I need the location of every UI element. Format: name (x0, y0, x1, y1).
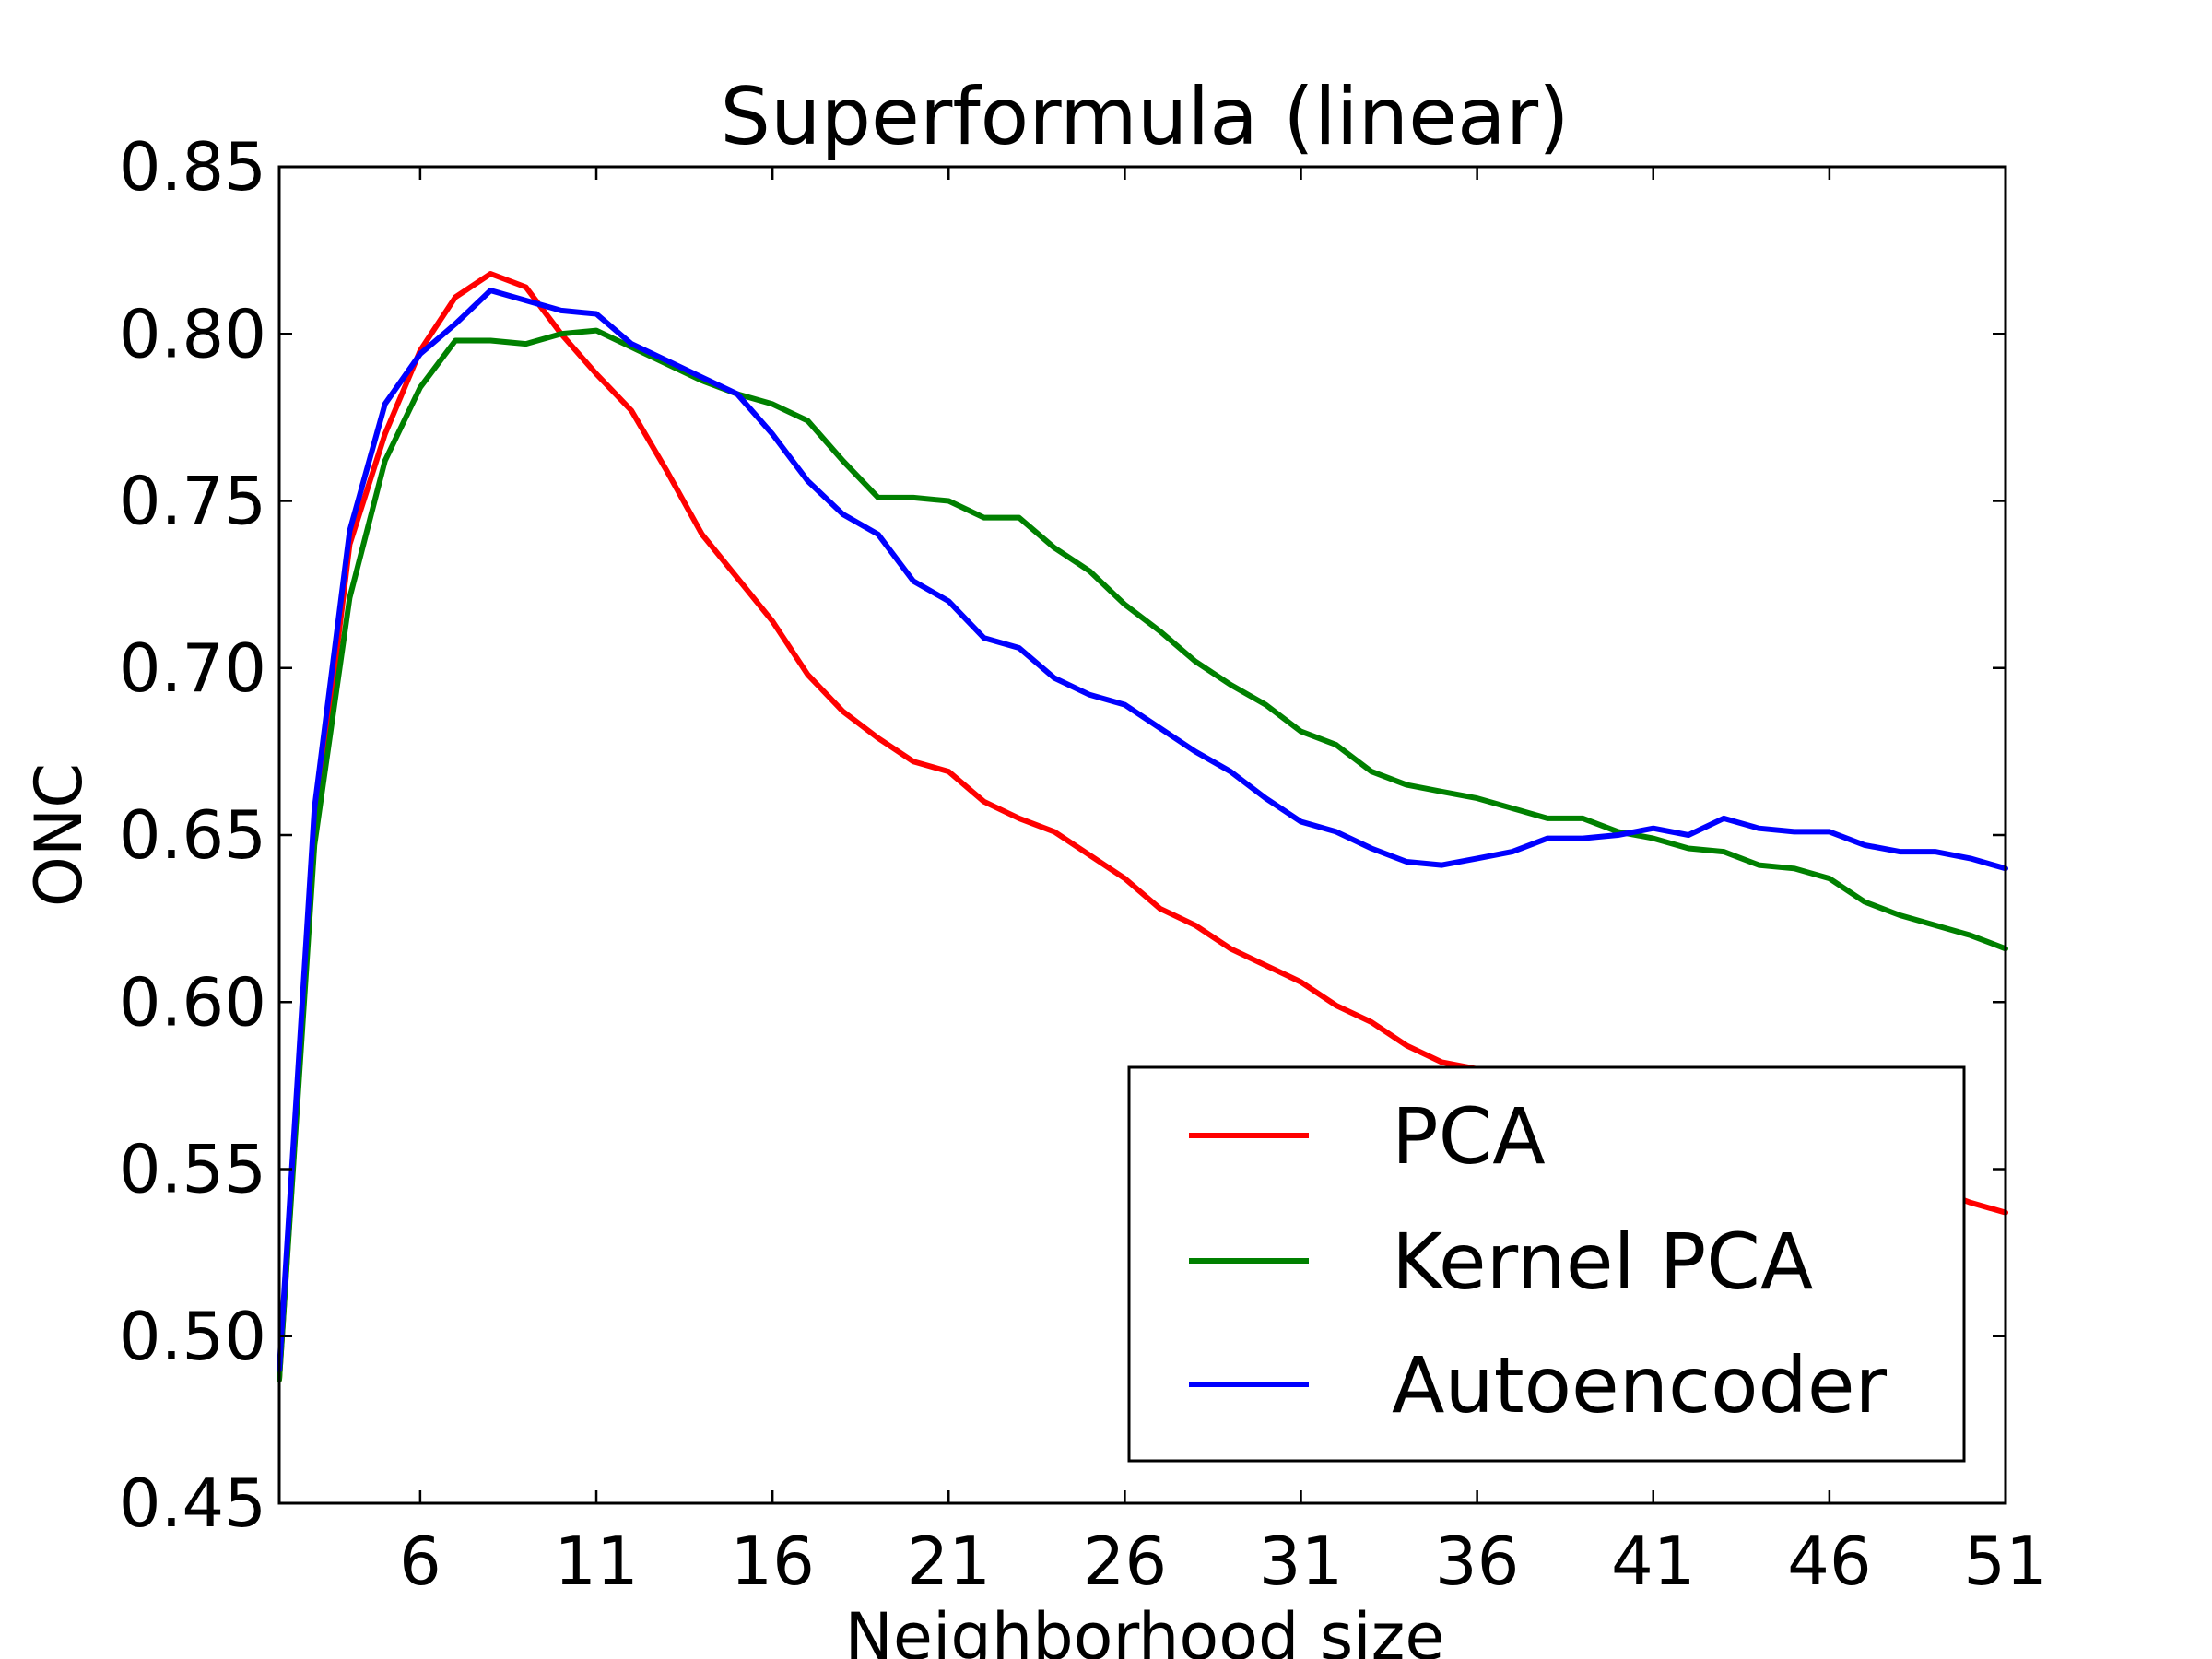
y-tick-label-0: 0.45 (119, 1465, 266, 1542)
y-tick-label-4: 0.65 (119, 796, 266, 874)
y-tick-label-8: 0.85 (119, 128, 266, 206)
x-tick-label-8: 46 (1787, 1523, 1872, 1600)
y-axis-label: ONC (21, 763, 97, 907)
x-tick-label-6: 36 (1435, 1523, 1520, 1600)
legend-label-0: PCA (1392, 1091, 1546, 1182)
legend-label-1: Kernel PCA (1392, 1217, 1813, 1307)
y-tick-label-6: 0.75 (119, 463, 266, 540)
chart-title: Superformula (linear) (720, 71, 1569, 163)
x-tick-label-9: 51 (1963, 1523, 2048, 1600)
series-line-1 (276, 327, 2008, 1382)
series-line-2 (276, 288, 2008, 1372)
y-tick-label-5: 0.70 (119, 629, 266, 707)
x-tick-label-0: 6 (399, 1523, 441, 1600)
y-tick-label-2: 0.55 (119, 1131, 266, 1208)
x-tick-label-7: 41 (1611, 1523, 1696, 1600)
x-tick-label-3: 21 (906, 1523, 991, 1600)
tick-labels: 6 11 16 21 26 31 36 41 46 51 0.45 0.50 0.55 0.60 0.65 0… (119, 128, 2048, 1600)
plot-frame (277, 165, 2007, 1505)
x-tick-label-1: 11 (554, 1523, 639, 1600)
y-tick-label-3: 0.60 (119, 963, 266, 1041)
x-tick-label-4: 26 (1083, 1523, 1168, 1600)
x-axis-label: Neighborhood size (845, 1599, 1445, 1659)
legend-label-2: Autoencoder (1392, 1340, 1888, 1430)
legend: PCA Kernel PCA Autoencoder (1127, 1065, 1966, 1463)
y-tick-label-7: 0.80 (119, 295, 266, 372)
y-tick-label-1: 0.50 (119, 1298, 266, 1375)
legend-entries: PCA Kernel PCA Autoencoder (1189, 1091, 1888, 1430)
x-tick-label-2: 16 (730, 1523, 815, 1600)
x-tick-label-5: 31 (1259, 1523, 1344, 1600)
